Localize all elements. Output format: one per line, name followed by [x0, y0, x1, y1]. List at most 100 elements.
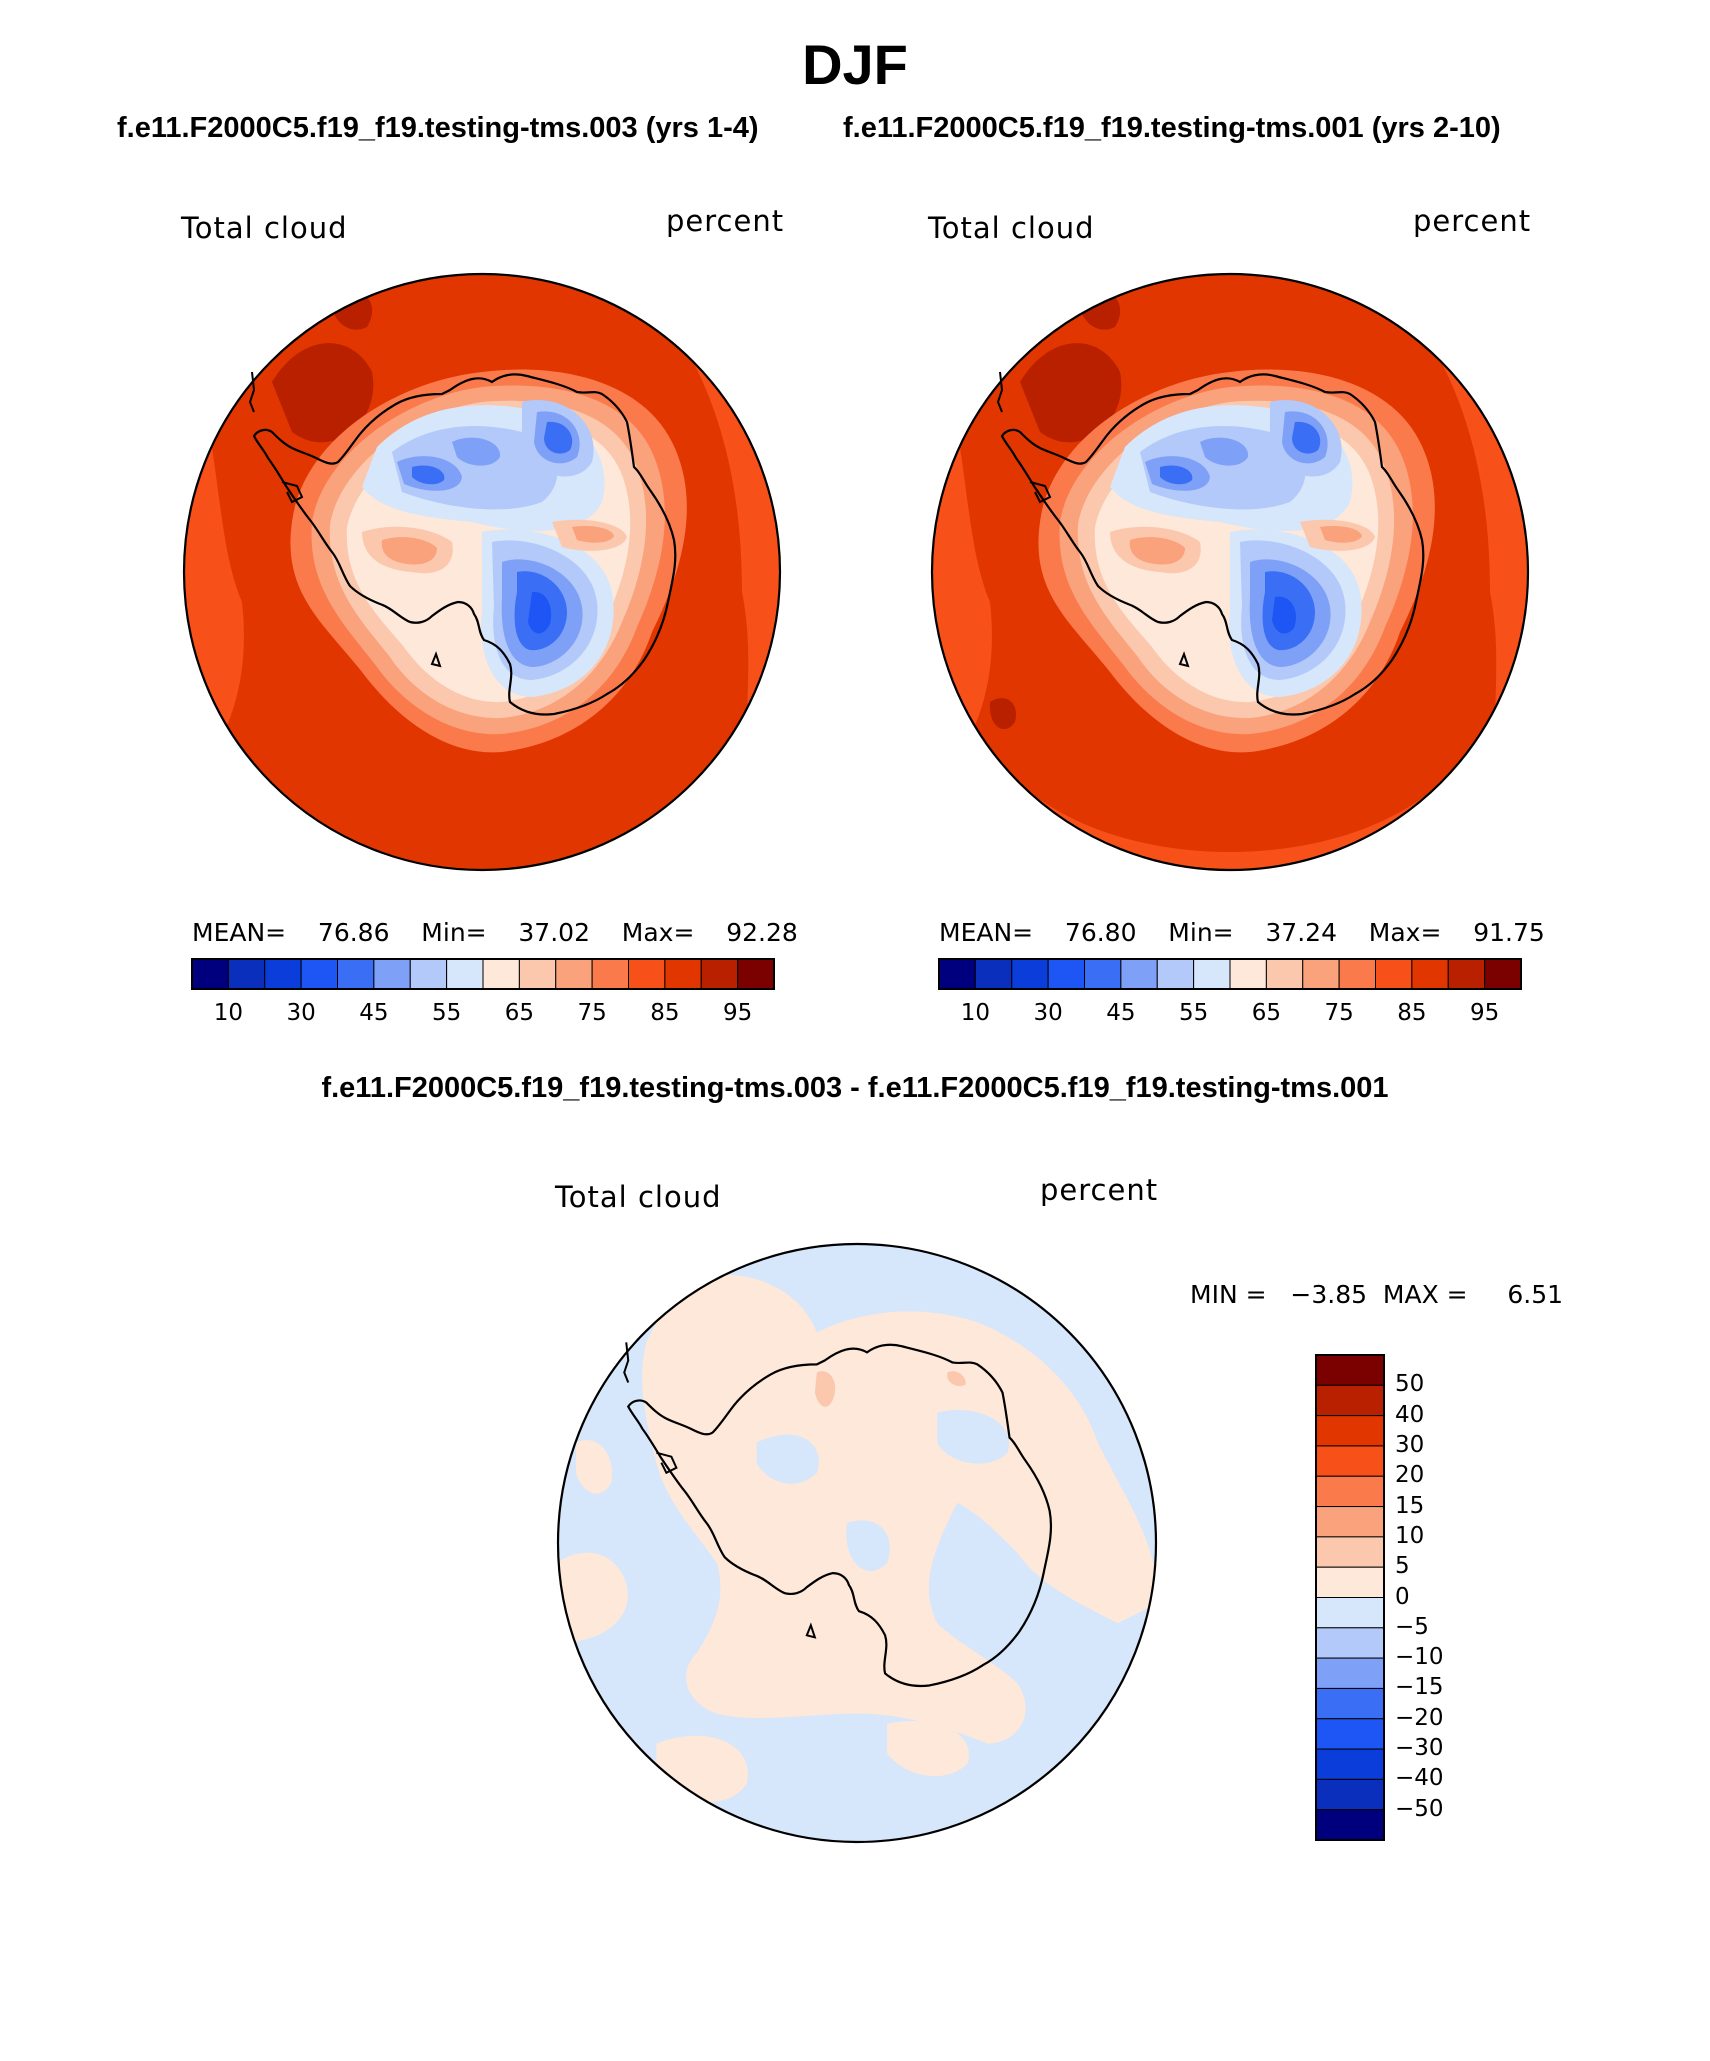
- panel1-colorbar-swatch: [191, 958, 229, 990]
- panel2-colorbar: [938, 958, 1522, 990]
- diff-colorbar-tick-label: 0: [1395, 1583, 1410, 1610]
- panel1-colorbar-tick-label: 10: [213, 1000, 244, 1026]
- panel1-colorbar-swatch: [518, 958, 557, 990]
- diff-colorbar-tick-label: −5: [1395, 1613, 1429, 1640]
- diff-colorbar-tick-label: −15: [1395, 1674, 1444, 1701]
- panel1-map: [182, 272, 782, 872]
- panel1-colorbar: [191, 958, 775, 990]
- panel2-colorbar-swatch: [1156, 958, 1195, 990]
- diff-title: f.e11.F2000C5.f19_f19.testing-tms.003 - …: [321, 1072, 1389, 1104]
- case-title-left: f.e11.F2000C5.f19_f19.testing-tms.003 (y…: [117, 112, 759, 144]
- diff-colorbar-swatch: [1315, 1597, 1385, 1629]
- panel1-units-label: percent: [666, 204, 785, 238]
- panel2-mean-label: MEAN=: [939, 918, 1034, 947]
- diff-stats: MIN = −3.85 MAX = 6.51: [1190, 1280, 1563, 1309]
- diff-colorbar-tick-label: 30: [1395, 1431, 1425, 1458]
- panel2-min-value: 37.24: [1265, 918, 1337, 947]
- panel1-colorbar-swatch: [337, 958, 375, 990]
- panel2-colorbar-swatch: [1120, 958, 1158, 990]
- diff-map: [556, 1242, 1158, 1844]
- diff-colorbar-tick-label: −40: [1395, 1765, 1444, 1792]
- panel2-colorbar-swatch: [974, 958, 1013, 990]
- panel2-colorbar-swatch: [1484, 958, 1522, 990]
- panel2-colorbar-swatch: [1011, 958, 1049, 990]
- panel2-min-label: Min=: [1168, 918, 1234, 947]
- panel1-colorbar-swatch: [700, 958, 739, 990]
- panel2-colorbar-tick-label: 85: [1397, 1000, 1427, 1026]
- panel2-colorbar-swatch: [1375, 958, 1413, 990]
- panel2-colorbar-tick-label: 45: [1106, 1000, 1136, 1026]
- panel1-colorbar-outline: [191, 958, 775, 990]
- panel2-colorbar-tick-label: 55: [1178, 1000, 1209, 1026]
- panel1-mean-value: 76.86: [317, 918, 390, 947]
- diff-colorbar-swatch: [1315, 1354, 1385, 1386]
- panel1-colorbar-swatch: [300, 958, 338, 990]
- diff-colorbar-tick-label: −50: [1395, 1795, 1444, 1822]
- panel1-colorbar-swatch: [628, 958, 666, 990]
- panel2-colorbar-swatch: [1302, 958, 1340, 990]
- panel1-colorbar-tick-label: 65: [504, 1000, 535, 1026]
- panel1-colorbar-tick-label: 75: [577, 1000, 607, 1026]
- panel1-max-label: Max=: [621, 918, 695, 947]
- diff-colorbar-swatch: [1315, 1445, 1385, 1477]
- diff-colorbar-tick-label: −30: [1395, 1735, 1444, 1762]
- diff-colorbar-labels: 50 40 30 20 15 10 5 0 −5 −10 −15 −20 −30 −40 −50: [1395, 1355, 1475, 1840]
- diff-colorbar-swatch: [1315, 1809, 1385, 1841]
- season-title: DJF: [802, 33, 908, 96]
- diff-colorbar-swatch: [1315, 1748, 1385, 1780]
- panel2-colorbar-outline: [938, 958, 1522, 990]
- panel2-units-label: percent: [1413, 204, 1532, 238]
- panel1-min-value: 37.02: [518, 918, 590, 947]
- panel1-colorbar-swatch: [664, 958, 702, 990]
- panel1-colorbar-tick-label: 45: [359, 1000, 389, 1026]
- diff-colorbar-swatch: [1315, 1415, 1385, 1447]
- panel1-colorbar-swatch: [482, 958, 520, 990]
- panel1-colorbar-tick-label: 85: [650, 1000, 680, 1026]
- diff-units-label: percent: [1040, 1173, 1159, 1207]
- diff-min-label: MIN =: [1190, 1280, 1267, 1309]
- diff-variable-label: Total cloud: [555, 1180, 722, 1214]
- diff-colorbar-swatch: [1315, 1778, 1385, 1811]
- panel1-max-value: 92.28: [726, 918, 798, 947]
- diff-colorbar-tick-label: −20: [1395, 1704, 1444, 1731]
- diff-colorbar-swatch: [1315, 1475, 1385, 1508]
- diff-colorbar: [1315, 1354, 1385, 1841]
- panel1-colorbar-swatch: [555, 958, 593, 990]
- panel1-colorbar-swatch: [591, 958, 629, 990]
- diff-colorbar-swatch: [1315, 1384, 1385, 1417]
- diff-colorbar-swatch: [1315, 1506, 1385, 1538]
- diff-colorbar-swatch: [1315, 1566, 1385, 1598]
- panel2-mean-value: 76.80: [1064, 918, 1137, 947]
- panel2-max-value: 91.75: [1473, 918, 1545, 947]
- panel1-min-label: Min=: [421, 918, 487, 947]
- diff-colorbar-swatch: [1315, 1627, 1385, 1659]
- panel2-colorbar-swatch: [1193, 958, 1231, 990]
- panel1-colorbar-tick-label: 55: [431, 1000, 462, 1026]
- diff-colorbar-tick-label: 50: [1395, 1371, 1425, 1398]
- panel2-colorbar-swatch: [1447, 958, 1486, 990]
- panel2-colorbar-swatch: [1265, 958, 1304, 990]
- panel1-colorbar-swatch: [373, 958, 411, 990]
- diff-colorbar-swatch: [1315, 1657, 1385, 1689]
- panel1-colorbar-labels: 10 30 45 55 65 75 85 95: [192, 1000, 774, 1030]
- panel2-colorbar-tick-label: 10: [960, 1000, 991, 1026]
- diff-colorbar-tick-label: 20: [1395, 1462, 1425, 1489]
- panel2-stats: MEAN= 76.80 Min= 37.24 Max= 91.75: [939, 918, 1545, 947]
- diff-colorbar-tick-label: −10: [1395, 1644, 1444, 1671]
- panel1-colorbar-swatch: [737, 958, 775, 990]
- panel1-variable-label: Total cloud: [181, 211, 348, 245]
- diff-max-value: 6.51: [1507, 1280, 1564, 1309]
- panel2-colorbar-tick-label: 30: [1033, 1000, 1063, 1026]
- panel2-map: [930, 272, 1530, 872]
- diff-max-label: MAX =: [1382, 1280, 1468, 1309]
- panel2-colorbar-swatch: [938, 958, 976, 990]
- panel2-variable-label: Total cloud: [928, 211, 1095, 245]
- panel2-colorbar-tick-label: 95: [1469, 1000, 1500, 1026]
- panel1-colorbar-swatch: [264, 958, 302, 990]
- panel1-stats: MEAN= 76.86 Min= 37.02 Max= 92.28: [192, 918, 798, 947]
- panel1-colorbar-tick-label: 30: [286, 1000, 316, 1026]
- panel2-colorbar-tick-label: 75: [1324, 1000, 1354, 1026]
- panel1-colorbar-swatch: [446, 958, 484, 990]
- diff-colorbar-tick-label: 5: [1395, 1553, 1410, 1580]
- diff-colorbar-tick-label: 15: [1395, 1492, 1425, 1519]
